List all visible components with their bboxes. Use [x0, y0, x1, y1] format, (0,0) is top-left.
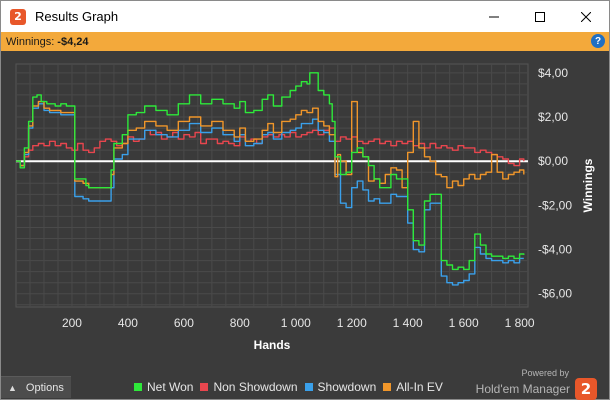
brand-logo-icon: 2: [575, 378, 597, 400]
y-tick-label: -$4,00: [538, 243, 572, 257]
x-tick-label: 200: [62, 316, 82, 330]
x-axis-title: Hands: [254, 338, 291, 352]
y-tick-label: $2,00: [538, 110, 568, 124]
options-button[interactable]: ▲ Options: [1, 376, 71, 398]
maximize-button[interactable]: [517, 1, 563, 32]
legend-label: All-In EV: [396, 380, 443, 394]
brand-row: Hold'em Manager 2: [476, 378, 597, 400]
title-bar[interactable]: 2 Results Graph: [1, 1, 609, 32]
series-line-showdown: [16, 103, 524, 286]
chart-legend: Net Won Non Showdown Showdown All-In EV: [134, 380, 450, 394]
x-tick-label: 1 800: [505, 316, 535, 330]
legend-label: Non Showdown: [213, 380, 298, 394]
chevron-up-icon: ▲: [8, 382, 17, 393]
winnings-bar: Winnings: -$4,24 ?: [1, 32, 609, 51]
y-axis-title: Winnings: [581, 158, 595, 212]
minimize-button[interactable]: [471, 1, 517, 32]
maximize-icon: [535, 11, 545, 22]
legend-label: Showdown: [317, 380, 377, 394]
window-controls: [471, 1, 609, 32]
legend-swatch: [200, 383, 209, 391]
app-logo-icon: 2: [10, 8, 26, 25]
y-tick-label: $4,00: [538, 66, 568, 80]
x-tick-label: 400: [118, 316, 138, 330]
winnings-value: -$4,24: [57, 35, 89, 48]
x-tick-label: 600: [174, 316, 194, 330]
legend-swatch: [134, 383, 142, 391]
legend-swatch: [383, 383, 392, 391]
x-tick-label: 1 600: [449, 316, 479, 330]
brand-name: Hold'em Manager: [475, 382, 570, 396]
y-tick-label: -$2,00: [538, 198, 572, 212]
results-chart-svg: 200 400 600 800 1 000 1 200 1 400 1 600 1 800 $4,…: [15, 63, 595, 352]
legend-item[interactable]: Non Showdown: [200, 380, 298, 394]
results-chart: 200 400 600 800 1 000 1 200 1 400 1 600 1 800 $4,…: [1, 51, 609, 371]
x-tick-label: 800: [230, 316, 250, 330]
options-label: Options: [25, 381, 64, 394]
x-tick-label: 1 200: [337, 316, 367, 330]
winnings-label: Winnings:: [6, 35, 55, 48]
close-button[interactable]: [563, 1, 609, 32]
powered-by-text: Powered by: [521, 368, 569, 378]
brand-block: Powered by Hold'em Manager 2: [476, 368, 597, 400]
window-title: Results Graph: [35, 9, 119, 24]
legend-item[interactable]: Net Won: [134, 380, 193, 394]
close-icon: [581, 11, 591, 22]
x-tick-label: 1 000: [281, 316, 311, 330]
legend-item[interactable]: Showdown: [304, 380, 377, 394]
bottom-bar: ▲ Options Net Won Non Showdown Showdown All…: [1, 368, 609, 400]
y-tick-label: -$6,00: [538, 287, 572, 301]
legend-label: Net Won: [147, 380, 194, 394]
plot-area: [15, 63, 529, 308]
minimize-icon: [489, 16, 499, 17]
help-icon[interactable]: ?: [591, 34, 605, 48]
series-line-net-won: [16, 72, 525, 271]
legend-item[interactable]: All-In EV: [383, 380, 443, 394]
x-tick-label: 1 400: [393, 316, 423, 330]
y-tick-label: $0,00: [538, 154, 568, 168]
legend-swatch: [304, 383, 313, 391]
